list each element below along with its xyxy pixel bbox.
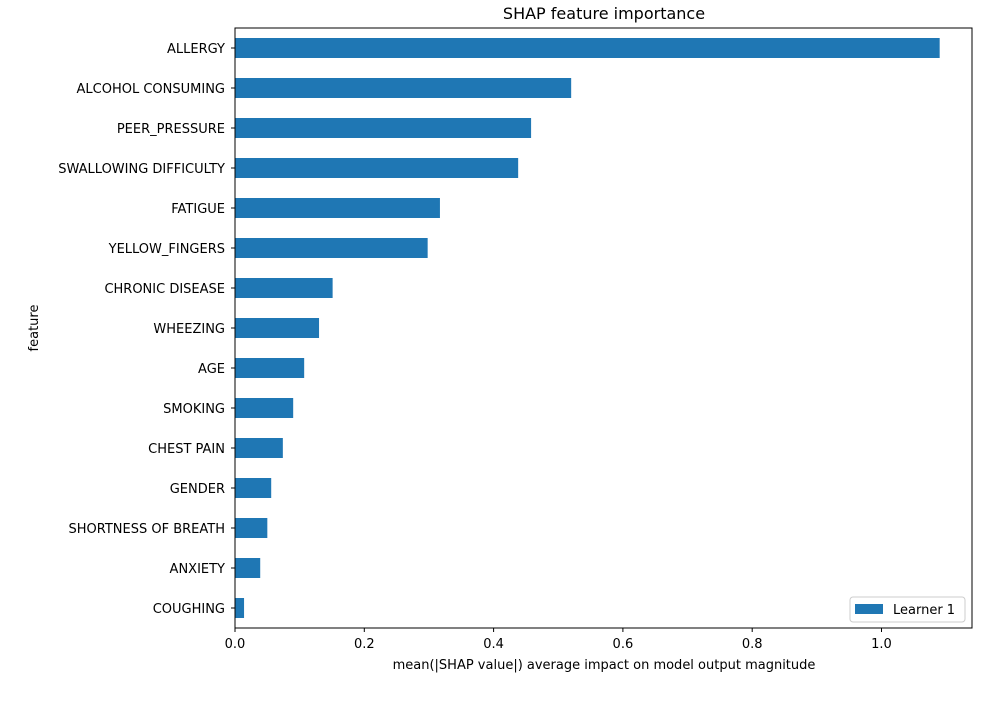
legend: Learner 1 bbox=[849, 596, 966, 623]
x-tick-label: 1.0 bbox=[871, 637, 892, 652]
y-tick-label: SWALLOWING DIFFICULTY bbox=[58, 162, 225, 177]
legend-box bbox=[849, 596, 966, 623]
bar-coughing bbox=[235, 598, 245, 618]
bar-alcohol-consuming bbox=[235, 78, 572, 98]
y-tick-label: PEER_PRESSURE bbox=[117, 122, 225, 137]
y-tick-label: SMOKING bbox=[163, 402, 225, 417]
bars-group bbox=[235, 38, 940, 618]
y-tick-label: WHEEZING bbox=[153, 322, 225, 337]
plot-frame bbox=[234, 27, 973, 629]
y-tick-label: ALLERGY bbox=[167, 42, 225, 57]
y-tick-label: ALCOHOL CONSUMING bbox=[77, 82, 225, 97]
legend-swatch-learner-1 bbox=[855, 604, 883, 614]
x-tick-label: 0.0 bbox=[225, 637, 246, 652]
bar-smoking bbox=[235, 398, 294, 418]
bar-fatigue bbox=[235, 198, 440, 218]
x-axis-label: mean(|SHAP value|) average impact on mod… bbox=[393, 658, 816, 673]
x-tick-label: 0.4 bbox=[483, 637, 504, 652]
y-axis-label: feature bbox=[27, 305, 42, 352]
bar-anxiety bbox=[235, 558, 261, 578]
x-tick-label: 0.6 bbox=[613, 637, 634, 652]
chart-title: SHAP feature importance bbox=[503, 4, 705, 23]
bar-chronic-disease bbox=[235, 278, 333, 298]
y-tick-label: SHORTNESS OF BREATH bbox=[69, 522, 225, 537]
y-axis-ticks: ALLERGY ALCOHOL CONSUMING PEER_PRESSURE SW… bbox=[58, 42, 235, 617]
y-tick-label: CHEST PAIN bbox=[148, 442, 225, 457]
bar-swallowing-difficulty bbox=[235, 158, 519, 178]
x-tick-label: 0.8 bbox=[742, 637, 763, 652]
bar-age bbox=[235, 358, 305, 378]
bar-wheezing bbox=[235, 318, 320, 338]
bar-gender bbox=[235, 478, 272, 498]
y-tick-label: ANXIETY bbox=[170, 562, 226, 577]
bar-chest-pain bbox=[235, 438, 283, 458]
bar-allergy bbox=[235, 38, 940, 58]
y-tick-label: AGE bbox=[198, 362, 225, 377]
bar-shortness-of-breath bbox=[235, 518, 268, 538]
y-tick-label: COUGHING bbox=[153, 602, 225, 617]
bar-peer-pressure bbox=[235, 118, 532, 138]
y-tick-label: GENDER bbox=[170, 482, 225, 497]
x-tick-label: 0.2 bbox=[354, 637, 375, 652]
legend-label-learner-1: Learner 1 bbox=[893, 603, 955, 618]
y-tick-label: CHRONIC DISEASE bbox=[104, 282, 225, 297]
y-tick-label: FATIGUE bbox=[171, 202, 225, 217]
bar-yellow-fingers bbox=[235, 238, 428, 258]
y-tick-label: YELLOW_FINGERS bbox=[108, 242, 225, 257]
x-axis-ticks: 0.0 0.2 0.4 0.6 0.8 1.0 bbox=[225, 628, 892, 652]
